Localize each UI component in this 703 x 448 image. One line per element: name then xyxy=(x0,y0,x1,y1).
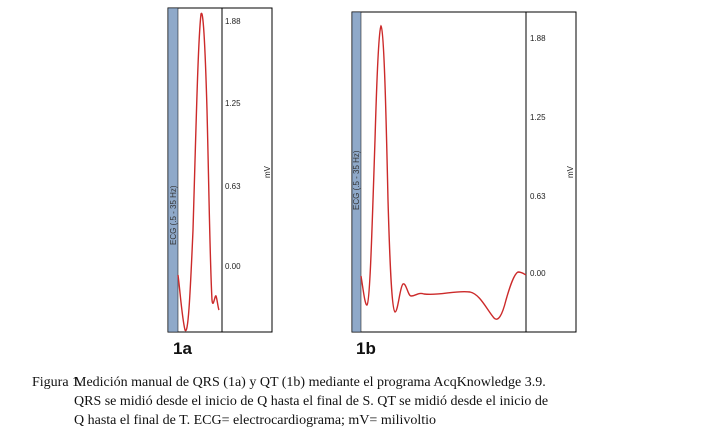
panel-1a-frame xyxy=(167,7,273,333)
caption-line-3: Q hasta el final de T. ECG= electrocardi… xyxy=(74,413,437,428)
panel-1b-frame xyxy=(351,11,577,333)
tick-1b-0: 1.88 xyxy=(530,34,546,43)
unit-label-1b: mV xyxy=(566,165,575,178)
panel-1a: ECG (.5 - 35 Hz) 1.88 1.25 0.63 0.00 mV … xyxy=(167,7,273,358)
panel-1b: ECG (.5 - 35 Hz) 1.88 1.25 0.63 0.00 mV … xyxy=(351,11,577,358)
caption-label: Figura 1. xyxy=(32,375,83,390)
tick-1a-0: 1.88 xyxy=(225,17,241,26)
caption-line-1: Medición manual de QRS (1a) y QT (1b) me… xyxy=(74,375,546,390)
channel-label-1a: ECG (.5 - 35 Hz) xyxy=(169,185,178,245)
ecg-trace-1b xyxy=(360,24,527,320)
panel-label-1a: 1a xyxy=(173,339,192,358)
channel-label-1b: ECG (.5 - 35 Hz) xyxy=(352,150,361,210)
panel-label-1b: 1b xyxy=(356,339,376,358)
caption-line-2: QRS se midió desde el inicio de Q hasta … xyxy=(74,394,549,409)
channel-strip-1a xyxy=(167,7,179,333)
tick-1a-1: 1.25 xyxy=(225,99,241,108)
channel-strip-1b xyxy=(351,11,362,333)
unit-label-1a: mV xyxy=(263,165,272,178)
figure-caption: Figura 1. Medición manual de QRS (1a) y … xyxy=(32,373,697,430)
ecg-trace-1a xyxy=(177,12,220,332)
tick-1a-3: 0.00 xyxy=(225,262,241,271)
tick-1b-1: 1.25 xyxy=(530,113,546,122)
tick-1b-3: 0.00 xyxy=(530,269,546,278)
tick-1b-2: 0.63 xyxy=(530,192,546,201)
tick-1a-2: 0.63 xyxy=(225,182,241,191)
caption-first-line: Figura 1. Medición manual de QRS (1a) y … xyxy=(32,373,697,392)
figure-panels: ECG (.5 - 35 Hz) 1.88 1.25 0.63 0.00 mV … xyxy=(167,7,577,358)
